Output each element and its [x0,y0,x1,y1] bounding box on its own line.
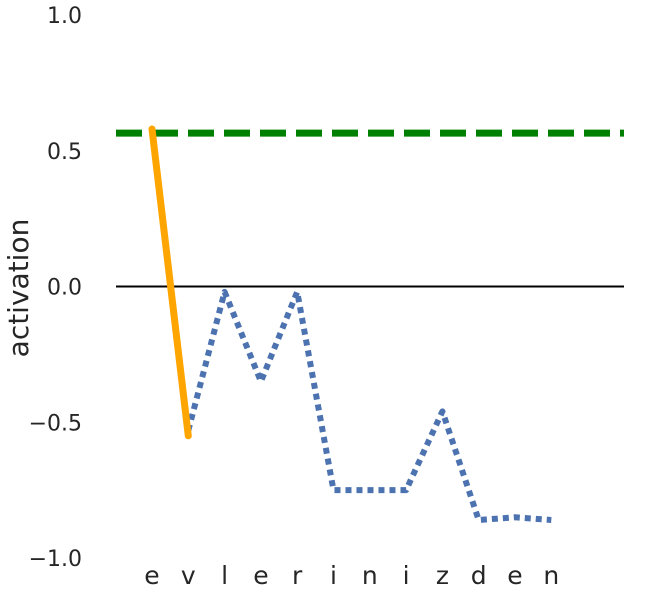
x-tick-label: n [543,561,559,590]
series-layer [148,125,552,523]
x-tick-label: d [471,561,487,590]
reference-lines [116,129,624,288]
x-tick-label: l [221,561,228,590]
y-tick-label: −0.5 [29,411,82,436]
x-tick-label: z [436,561,449,590]
y-tick-label: 0.0 [47,276,82,301]
x-tick-label: r [292,561,303,590]
orange-solid-series-line [148,125,192,440]
x-tick-label: i [403,561,410,590]
x-tick-label: n [362,561,378,590]
x-tick-label: e [253,561,268,590]
blue-dotted-series-line [185,288,552,523]
y-tick-label: −1.0 [29,547,82,572]
x-tick-label: i [330,561,337,590]
x-tick-label: e [144,561,159,590]
y-tick-label: 1.0 [47,4,82,29]
x-tick-label: e [507,561,522,590]
y-axis-label: activation [2,219,35,358]
y-tick-label: 0.5 [47,140,82,165]
y-tick-labels: 1.0 0.5 0.0 −0.5 −1.0 [29,4,82,572]
x-tick-label: v [181,561,196,590]
